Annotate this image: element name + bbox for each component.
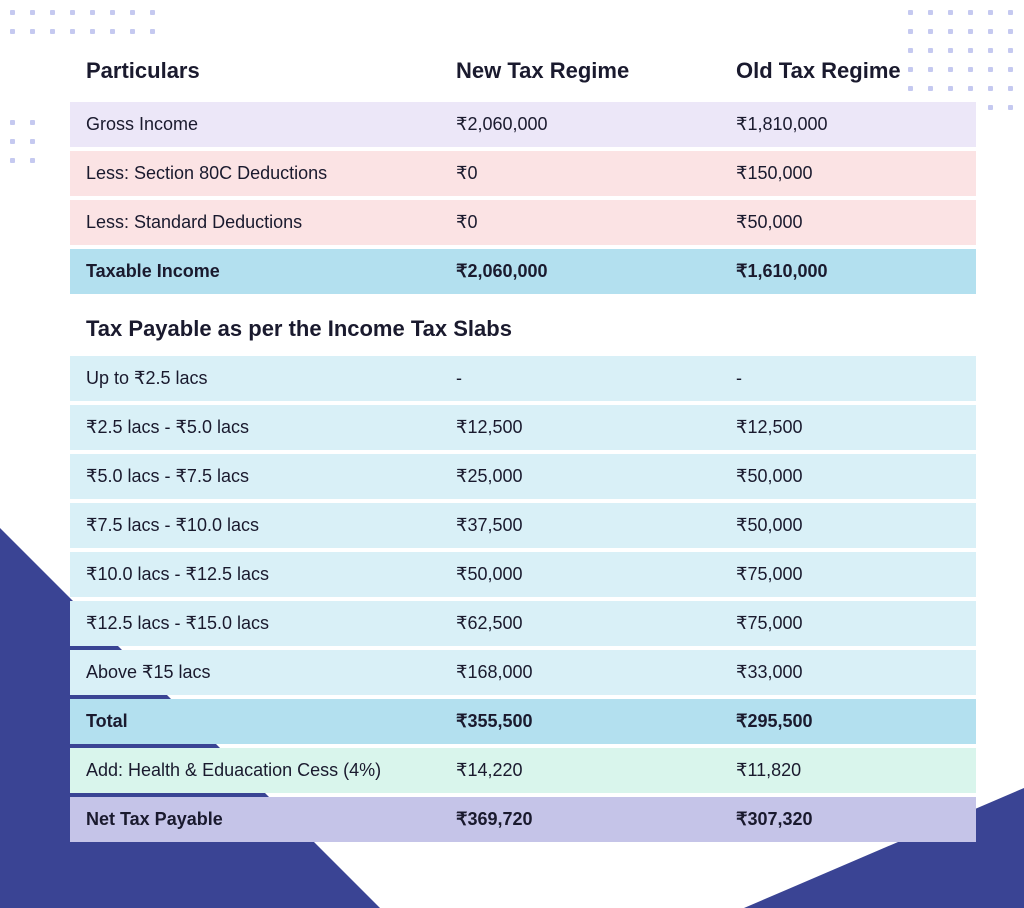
- header-old-regime: Old Tax Regime: [720, 58, 976, 84]
- cell-new-regime: ₹168,000: [440, 650, 720, 695]
- table-row: Up to ₹2.5 lacs--: [70, 356, 976, 401]
- table-row: Less: Section 80C Deductions₹0₹150,000: [70, 151, 976, 196]
- table-row: Above ₹15 lacs₹168,000₹33,000: [70, 650, 976, 695]
- section-slabs: Up to ₹2.5 lacs--₹2.5 lacs - ₹5.0 lacs₹1…: [70, 356, 976, 842]
- header-new-regime: New Tax Regime: [440, 58, 720, 84]
- cell-old-regime: ₹75,000: [720, 601, 976, 646]
- cell-old-regime: ₹307,320: [720, 797, 976, 842]
- cell-new-regime: ₹2,060,000: [440, 249, 720, 294]
- cell-old-regime: ₹33,000: [720, 650, 976, 695]
- table-row: ₹10.0 lacs - ₹12.5 lacs₹50,000₹75,000: [70, 552, 976, 597]
- cell-new-regime: ₹50,000: [440, 552, 720, 597]
- table-row: ₹12.5 lacs - ₹15.0 lacs₹62,500₹75,000: [70, 601, 976, 646]
- cell-new-regime: ₹0: [440, 151, 720, 196]
- cell-label: ₹7.5 lacs - ₹10.0 lacs: [70, 503, 440, 548]
- table-row: Add: Health & Eduacation Cess (4%)₹14,22…: [70, 748, 976, 793]
- cell-old-regime: ₹75,000: [720, 552, 976, 597]
- cell-label: ₹10.0 lacs - ₹12.5 lacs: [70, 552, 440, 597]
- table-header-row: Particulars New Tax Regime Old Tax Regim…: [70, 58, 976, 84]
- table-row: ₹7.5 lacs - ₹10.0 lacs₹37,500₹50,000: [70, 503, 976, 548]
- cell-old-regime: ₹150,000: [720, 151, 976, 196]
- table-row: Net Tax Payable₹369,720₹307,320: [70, 797, 976, 842]
- cell-new-regime: ₹355,500: [440, 699, 720, 744]
- cell-old-regime: ₹11,820: [720, 748, 976, 793]
- table-row: ₹5.0 lacs - ₹7.5 lacs₹25,000₹50,000: [70, 454, 976, 499]
- cell-label: Taxable Income: [70, 249, 440, 294]
- cell-new-regime: ₹0: [440, 200, 720, 245]
- cell-label: Gross Income: [70, 102, 440, 147]
- cell-label: Up to ₹2.5 lacs: [70, 356, 440, 401]
- cell-label: ₹5.0 lacs - ₹7.5 lacs: [70, 454, 440, 499]
- table-row: Total₹355,500₹295,500: [70, 699, 976, 744]
- cell-new-regime: ₹12,500: [440, 405, 720, 450]
- cell-new-regime: ₹25,000: [440, 454, 720, 499]
- header-particulars: Particulars: [70, 58, 440, 84]
- cell-label: ₹12.5 lacs - ₹15.0 lacs: [70, 601, 440, 646]
- cell-old-regime: ₹295,500: [720, 699, 976, 744]
- cell-label: Net Tax Payable: [70, 797, 440, 842]
- cell-old-regime: ₹12,500: [720, 405, 976, 450]
- cell-old-regime: ₹50,000: [720, 200, 976, 245]
- cell-old-regime: -: [720, 356, 976, 401]
- table-row: ₹2.5 lacs - ₹5.0 lacs₹12,500₹12,500: [70, 405, 976, 450]
- cell-new-regime: ₹37,500: [440, 503, 720, 548]
- subheader-tax-slabs: Tax Payable as per the Income Tax Slabs: [70, 298, 976, 356]
- table-row: Taxable Income₹2,060,000₹1,610,000: [70, 249, 976, 294]
- cell-old-regime: ₹1,610,000: [720, 249, 976, 294]
- cell-label: Total: [70, 699, 440, 744]
- cell-label: ₹2.5 lacs - ₹5.0 lacs: [70, 405, 440, 450]
- cell-old-regime: ₹50,000: [720, 454, 976, 499]
- cell-label: Less: Standard Deductions: [70, 200, 440, 245]
- cell-new-regime: -: [440, 356, 720, 401]
- cell-old-regime: ₹1,810,000: [720, 102, 976, 147]
- cell-new-regime: ₹62,500: [440, 601, 720, 646]
- cell-label: Less: Section 80C Deductions: [70, 151, 440, 196]
- cell-new-regime: ₹369,720: [440, 797, 720, 842]
- cell-label: Add: Health & Eduacation Cess (4%): [70, 748, 440, 793]
- tax-comparison-table: Particulars New Tax Regime Old Tax Regim…: [0, 0, 1024, 842]
- section-income: Gross Income₹2,060,000₹1,810,000Less: Se…: [70, 102, 976, 294]
- cell-new-regime: ₹2,060,000: [440, 102, 720, 147]
- cell-old-regime: ₹50,000: [720, 503, 976, 548]
- table-row: Gross Income₹2,060,000₹1,810,000: [70, 102, 976, 147]
- cell-new-regime: ₹14,220: [440, 748, 720, 793]
- table-row: Less: Standard Deductions₹0₹50,000: [70, 200, 976, 245]
- cell-label: Above ₹15 lacs: [70, 650, 440, 695]
